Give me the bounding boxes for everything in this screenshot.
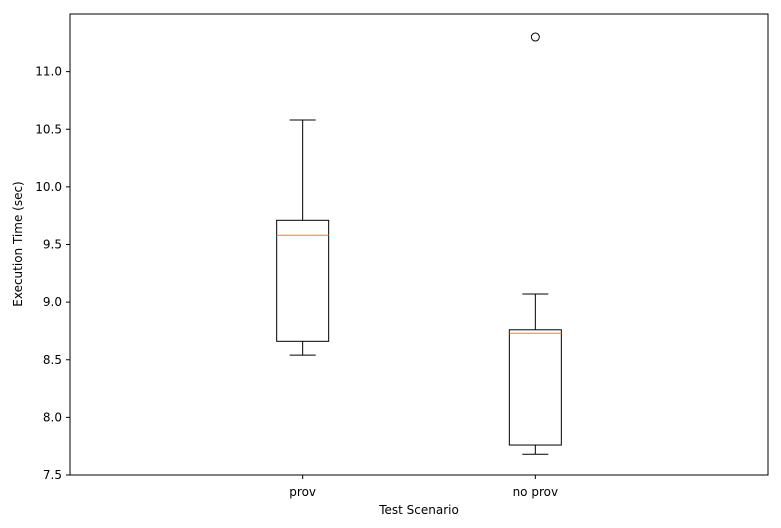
box-iqr [276,219,330,342]
y-tick-label: 7.5 [43,468,62,482]
y-tick-label: 9.5 [43,238,62,252]
x-tick-label: no prov [513,485,559,499]
y-tick-label: 8.5 [43,353,62,367]
x-axis-label: Test Scenario [378,503,459,517]
box-group [276,119,330,356]
y-tick-label: 8.0 [43,410,62,424]
y-tick-label: 11.0 [35,65,62,79]
box-group [508,32,562,455]
plot-frame [69,13,769,476]
x-ticks: prov no prov [289,475,558,499]
box-iqr [508,329,562,446]
plot-area [70,14,768,475]
x-tick-label: prov [289,485,316,499]
y-tick-label: 10.0 [35,180,62,194]
y-tick-label: 9.0 [43,295,62,309]
boxes [276,32,562,455]
outlier-point [530,32,540,42]
y-ticks: 7.5 8.0 8.5 9.0 9.5 10.0 10.5 11.0 [35,65,70,482]
y-axis-label: Execution Time (sec) [11,181,25,306]
y-tick-label: 10.5 [35,122,62,136]
